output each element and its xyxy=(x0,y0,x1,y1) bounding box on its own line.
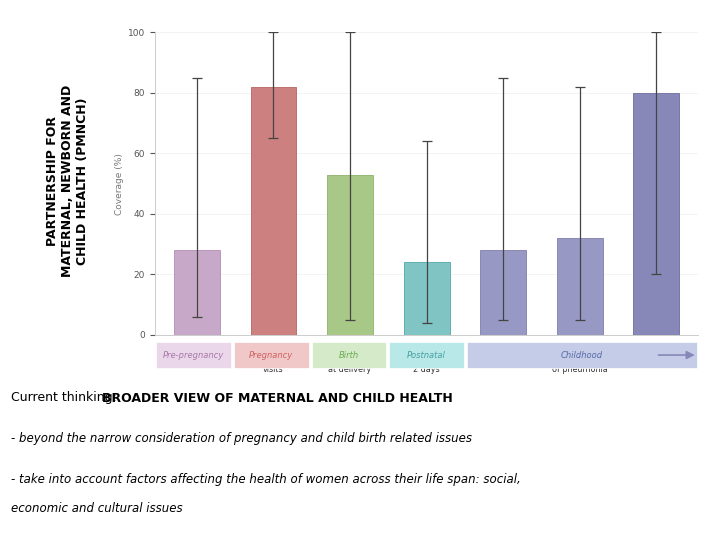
Bar xyxy=(390,342,464,368)
Bar xyxy=(174,250,220,335)
Y-axis label: Coverage (%): Coverage (%) xyxy=(114,153,124,214)
Text: BROADER VIEW OF MATERNAL AND CHILD HEALTH: BROADER VIEW OF MATERNAL AND CHILD HEALT… xyxy=(102,392,453,404)
Bar xyxy=(156,342,231,368)
Text: Postnatal: Postnatal xyxy=(408,350,446,360)
Text: Childhood: Childhood xyxy=(561,350,603,360)
Text: economic and cultural issues: economic and cultural issues xyxy=(11,502,182,515)
Bar xyxy=(480,250,526,335)
Bar xyxy=(327,174,373,335)
Text: - take into account factors affecting the health of women across their life span: - take into account factors affecting th… xyxy=(11,472,521,485)
Bar xyxy=(404,262,449,335)
Bar xyxy=(312,342,386,368)
Bar xyxy=(234,342,309,368)
Text: - beyond the narrow consideration of pregnancy and child birth related issues: - beyond the narrow consideration of pre… xyxy=(11,432,472,445)
Text: Pregnancy: Pregnancy xyxy=(249,350,294,360)
Bar xyxy=(634,93,679,335)
Bar xyxy=(557,238,603,335)
Bar xyxy=(251,87,297,335)
Text: PARTNERSHIP FOR
MATERNAL, NEWBORN AND
CHILD HEALTH (PMNCH): PARTNERSHIP FOR MATERNAL, NEWBORN AND CH… xyxy=(46,85,89,277)
Text: Pre-pregnancy: Pre-pregnancy xyxy=(163,350,224,360)
Bar xyxy=(467,342,697,368)
Text: Birth: Birth xyxy=(339,350,359,360)
Text: Current thinking:: Current thinking: xyxy=(11,392,121,404)
